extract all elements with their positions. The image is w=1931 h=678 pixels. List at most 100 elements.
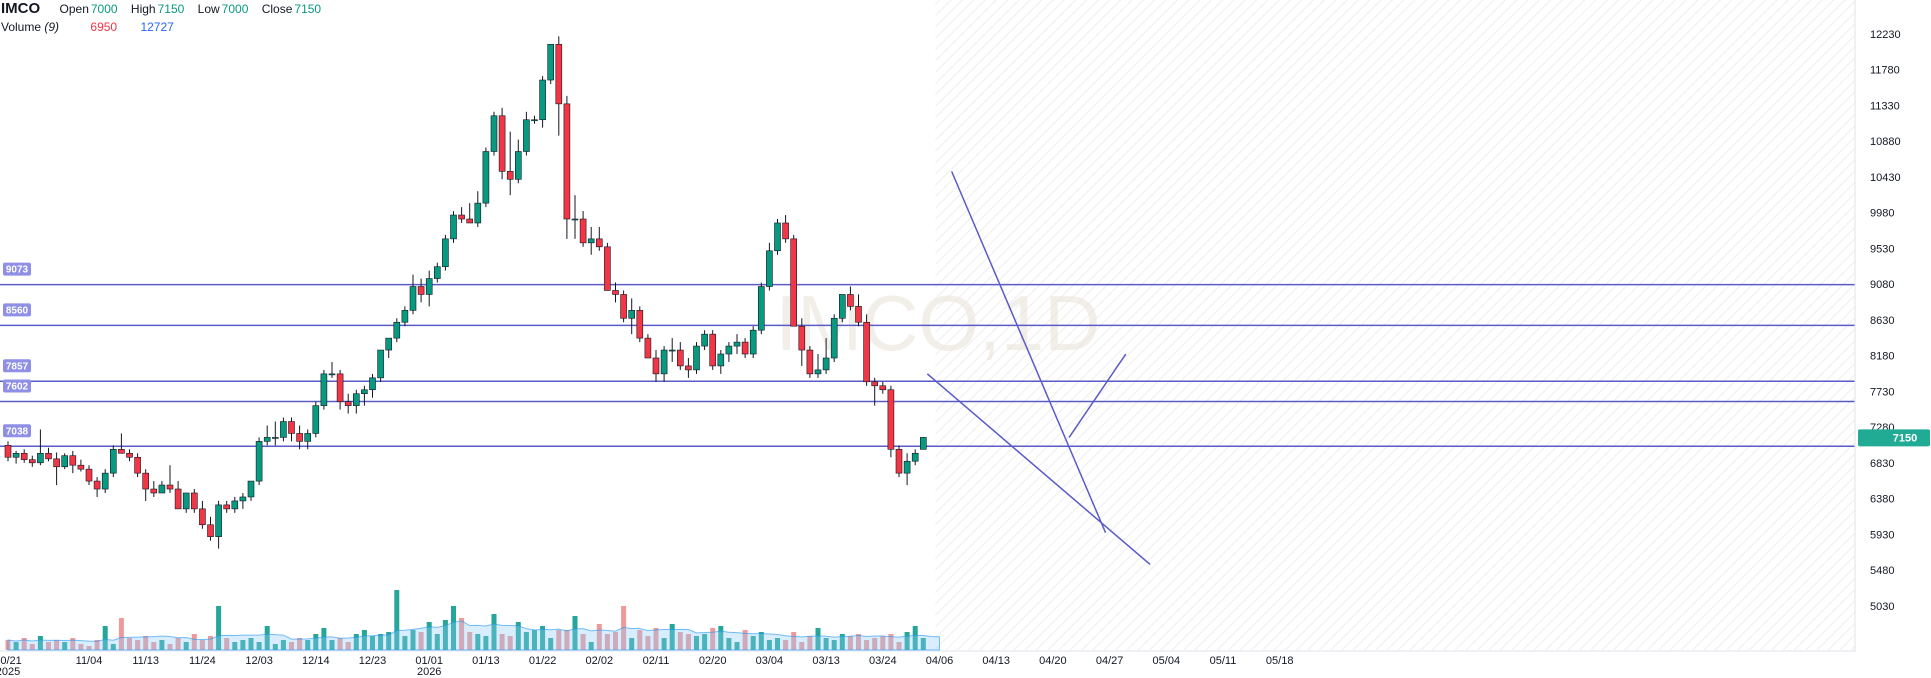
time-tick-label: 05/18 bbox=[1266, 655, 1294, 667]
price-tick-label: 11780 bbox=[1870, 65, 1900, 77]
volume-bar bbox=[297, 638, 303, 650]
candle-up bbox=[766, 250, 773, 287]
horizontal-levels[interactable]: 9073 8560 7857 7602 7038 bbox=[0, 262, 1855, 448]
volume-bar bbox=[467, 632, 473, 650]
candle-down bbox=[847, 294, 854, 307]
time-tick-label: 11/04 bbox=[76, 655, 103, 667]
candle-down bbox=[288, 421, 295, 434]
volume-bar bbox=[62, 642, 68, 650]
candle-up bbox=[393, 321, 401, 339]
volume-bar bbox=[135, 640, 141, 650]
price-tick-label: 11330 bbox=[1870, 100, 1900, 112]
time-tick-label: 12/03 bbox=[245, 655, 273, 667]
time-tick-label: 04/06 bbox=[926, 655, 954, 667]
candle-down bbox=[741, 341, 749, 355]
candle-up bbox=[482, 151, 490, 204]
candle-down bbox=[652, 357, 660, 375]
volume-label: Volume bbox=[1, 20, 42, 34]
volume-bar bbox=[888, 634, 894, 650]
candle-down bbox=[142, 472, 149, 490]
candle-down bbox=[498, 115, 506, 172]
volume-bar bbox=[799, 642, 805, 650]
volume-bar bbox=[337, 638, 343, 650]
price-tick-label: 9080 bbox=[1870, 279, 1894, 291]
time-tick-label: 04/13 bbox=[982, 655, 1010, 667]
candle-up bbox=[701, 333, 708, 347]
volume-bar bbox=[629, 638, 635, 650]
volume-bar bbox=[264, 626, 270, 650]
time-axis[interactable]: 10/212025 11/04 11/13 11/24 12/03 12/14 12/23 0… bbox=[0, 650, 1855, 678]
candle-up bbox=[433, 266, 441, 279]
price-tick-label: 9980 bbox=[1870, 208, 1894, 220]
candle-down bbox=[782, 222, 789, 240]
price-tag-bg bbox=[1858, 429, 1930, 447]
candle-down bbox=[191, 492, 198, 510]
candle-down bbox=[887, 389, 895, 450]
time-tick-label: 12/23 bbox=[359, 655, 387, 667]
volume-bar bbox=[175, 638, 181, 650]
volume-bar bbox=[118, 618, 124, 650]
volume-bar bbox=[46, 642, 51, 650]
time-tick-label: 11/13 bbox=[132, 655, 159, 667]
candle-down bbox=[69, 455, 77, 466]
candle-down bbox=[604, 246, 611, 291]
candle-up bbox=[280, 421, 287, 438]
time-tick-label: 01/22 bbox=[529, 655, 557, 667]
volume-bar bbox=[831, 640, 837, 650]
volume-bar bbox=[216, 606, 222, 650]
volume-bar bbox=[29, 644, 35, 650]
volume-bar bbox=[653, 628, 659, 650]
candle-down bbox=[77, 464, 85, 470]
candle-up bbox=[660, 349, 668, 375]
volume-bar bbox=[410, 630, 416, 650]
volume-bar bbox=[491, 614, 497, 650]
volume-bar bbox=[880, 636, 886, 650]
candle-up bbox=[733, 341, 741, 347]
volume-bar bbox=[556, 630, 562, 650]
candle-up bbox=[425, 278, 433, 295]
candle-down bbox=[4, 445, 12, 458]
symbol-name[interactable]: IMCO bbox=[1, 0, 41, 17]
level-label-bg bbox=[3, 359, 31, 373]
candle-down bbox=[118, 449, 125, 454]
candle-up bbox=[12, 452, 20, 458]
volume-bar bbox=[815, 628, 821, 650]
volume-bar bbox=[289, 642, 294, 650]
volume-bar bbox=[694, 636, 699, 650]
volume-bar bbox=[548, 638, 554, 650]
volume-bar bbox=[102, 626, 108, 650]
candle-down bbox=[458, 214, 465, 220]
candle-down bbox=[620, 294, 627, 319]
volume-bar bbox=[199, 640, 205, 650]
candle-up bbox=[271, 437, 279, 439]
candle-up bbox=[814, 369, 822, 375]
candle-down bbox=[563, 103, 571, 220]
candle-up bbox=[263, 437, 271, 442]
trendline bbox=[1068, 353, 1127, 438]
candle-down bbox=[636, 310, 644, 339]
volume-legend: Volume (9) 6950 12727 bbox=[1, 20, 174, 34]
price-tick-label: 10430 bbox=[1870, 172, 1901, 184]
candle-up bbox=[320, 373, 328, 406]
volume-bar bbox=[345, 642, 351, 650]
time-tick-label: 02/02 bbox=[586, 655, 614, 667]
price-axis[interactable]: 12230 11780 11330 10880 10430 9980 9530 9080 863… bbox=[1854, 0, 1901, 652]
price-tick-label: 5030 bbox=[1870, 601, 1894, 613]
price-tick-label: 8180 bbox=[1870, 351, 1894, 363]
candle-down bbox=[595, 238, 603, 248]
time-tick-label: 12/14 bbox=[302, 655, 330, 667]
volume-bar bbox=[856, 634, 861, 650]
year-tick-label: 2025 bbox=[0, 666, 20, 678]
time-tick-label: 11/24 bbox=[189, 655, 216, 667]
candle-down bbox=[555, 43, 563, 105]
volume-bar bbox=[54, 640, 60, 650]
trendlines[interactable] bbox=[926, 171, 1151, 566]
candle-up bbox=[369, 377, 376, 391]
candle-up bbox=[490, 115, 498, 152]
candle-down bbox=[863, 321, 870, 383]
volume-bar bbox=[912, 626, 918, 650]
volume-bar bbox=[353, 634, 359, 650]
candle-up bbox=[377, 349, 384, 379]
candle-up bbox=[830, 317, 838, 359]
